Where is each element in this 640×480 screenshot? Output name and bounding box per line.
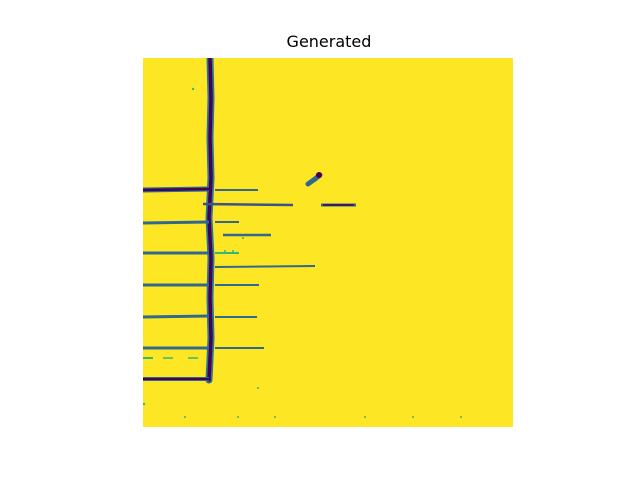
image-strokes xyxy=(143,58,462,418)
speckle xyxy=(412,416,414,418)
speckle xyxy=(237,416,239,418)
speckle xyxy=(460,416,462,418)
image-background xyxy=(143,58,513,427)
left-stroke-1-core xyxy=(143,187,210,192)
left-stroke-5 xyxy=(143,314,210,319)
blob-dot xyxy=(316,172,322,178)
right-stroke-6 xyxy=(214,265,316,268)
speckle xyxy=(274,416,276,418)
right-stroke-2 xyxy=(202,202,294,207)
speckle xyxy=(232,250,234,252)
speckle xyxy=(191,87,195,91)
generated-image xyxy=(143,58,513,427)
speckle xyxy=(224,250,226,252)
vertical-stroke-core xyxy=(207,58,213,382)
speckle xyxy=(143,402,146,406)
speckle xyxy=(184,416,186,418)
left-stroke-2 xyxy=(143,220,210,225)
figure-title: Generated xyxy=(286,32,372,51)
speckle xyxy=(364,416,366,418)
speckle xyxy=(242,237,244,239)
speckle xyxy=(257,387,259,389)
